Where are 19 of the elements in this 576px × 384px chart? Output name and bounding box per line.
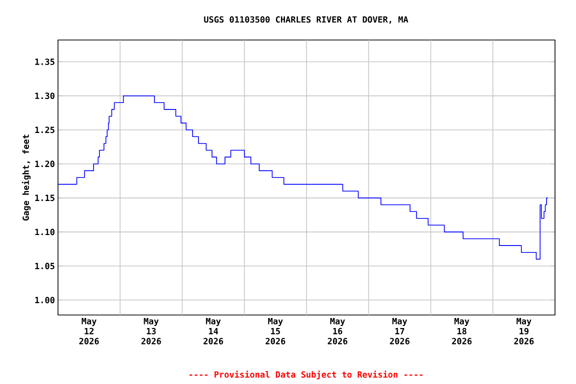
x-tick-label: May 12 2026: [79, 318, 99, 344]
x-tick-label: May 18 2026: [452, 318, 472, 344]
y-tick-label: 1.35: [35, 58, 54, 65]
chart-title: USGS 01103500 CHARLES RIVER AT DOVER, MA: [204, 16, 408, 24]
text: ---- Provisional Data Subject to Revision ----: [190, 370, 422, 380]
x-tick-label: May 13 2026: [141, 318, 161, 344]
y-tick-label: 1.10: [35, 228, 54, 236]
y-tick-label: 1.00: [35, 296, 54, 304]
y-tick-label: 1.15: [35, 194, 54, 202]
x-tick-label: May 14 2026: [204, 318, 224, 344]
y-tick-label: 1.25: [35, 126, 54, 134]
y-axis-title: Gage height, feet: [22, 134, 31, 221]
x-tick-label: May 16 2026: [328, 318, 348, 344]
x-tick-label: May 15 2026: [266, 318, 286, 344]
y-tick-label: 1.05: [35, 262, 54, 270]
y-tick-label: 1.30: [35, 92, 54, 100]
x-tick-label: May 17 2026: [390, 318, 410, 344]
y-tick-label: 1.20: [35, 160, 54, 168]
x-tick-label: May 19 2026: [514, 318, 534, 344]
